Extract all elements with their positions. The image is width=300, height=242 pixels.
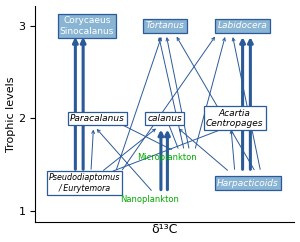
Text: Tortanus: Tortanus <box>146 21 184 30</box>
Text: calanus: calanus <box>147 114 182 123</box>
Text: Paracalanus: Paracalanus <box>70 114 125 123</box>
Text: Acartia
Centropages: Acartia Centropages <box>206 109 264 128</box>
X-axis label: δ¹³C: δ¹³C <box>152 223 178 236</box>
Text: Labidocera: Labidocera <box>218 21 268 30</box>
Text: Pseudodiaptomus
/ Eurytemora: Pseudodiaptomus / Eurytemora <box>49 174 120 193</box>
Text: Corycaeus
Sinocalanus: Corycaeus Sinocalanus <box>60 16 114 36</box>
Text: Harpacticoids: Harpacticoids <box>217 179 279 188</box>
Text: Nanoplankton: Nanoplankton <box>120 195 179 204</box>
Y-axis label: Trophic levels: Trophic levels <box>6 76 16 151</box>
Text: Microplankton: Microplankton <box>138 153 197 162</box>
